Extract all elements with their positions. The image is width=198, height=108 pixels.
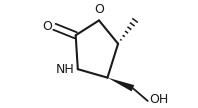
Polygon shape (108, 78, 134, 91)
Text: O: O (94, 3, 104, 16)
Text: O: O (42, 20, 52, 33)
Text: OH: OH (149, 93, 168, 106)
Text: NH: NH (56, 63, 75, 76)
